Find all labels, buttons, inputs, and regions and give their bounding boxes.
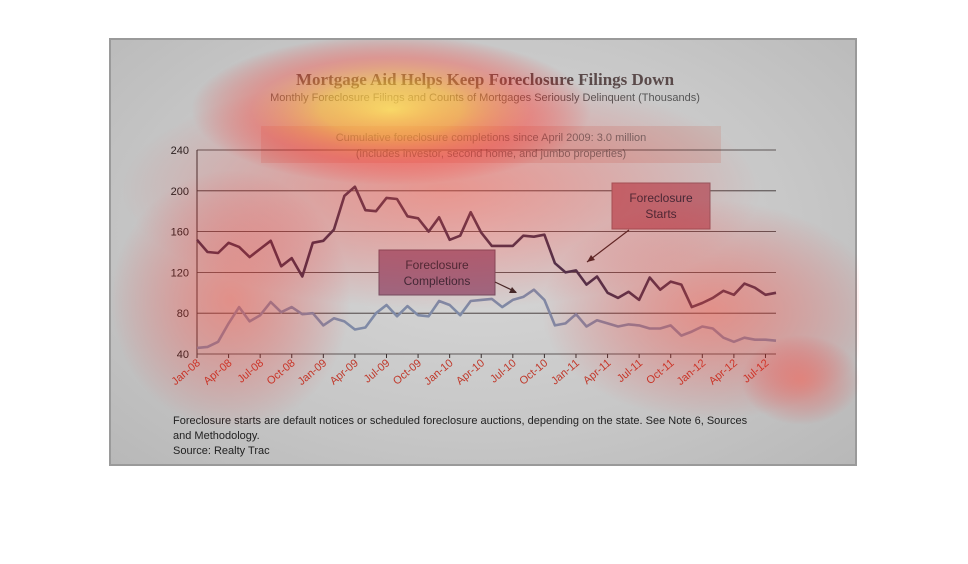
y-tick-label: 240 — [171, 145, 189, 157]
completions-label-line-1: Foreclosure — [405, 258, 469, 272]
completions-arrowhead — [509, 287, 517, 293]
footnote-line-2: and Methodology. — [173, 430, 260, 442]
y-tick-label: 40 — [177, 349, 189, 361]
x-tick-label: Jul-10 — [488, 357, 519, 385]
x-tick-label: Apr-11 — [581, 357, 613, 387]
x-tick-label: Apr-08 — [201, 357, 234, 387]
y-tick-label: 200 — [171, 186, 189, 198]
x-tick-label: Jul-11 — [615, 357, 645, 385]
x-tick-label: Oct-11 — [644, 357, 676, 387]
x-tick-label: Jul-09 — [362, 357, 393, 385]
x-tick-label: Oct-08 — [265, 357, 298, 387]
starts-label-line-2: Starts — [645, 207, 676, 221]
completions-label-line-2: Completions — [404, 274, 471, 288]
x-tick-label: Jul-12 — [741, 357, 772, 385]
x-tick-label: Jan-12 — [675, 357, 708, 388]
x-tick-label: Jan-09 — [296, 357, 329, 388]
starts-label-line-1: Foreclosure — [629, 191, 693, 205]
x-tick-label: Apr-09 — [328, 357, 361, 387]
footnote-source: Source: Realty Trac — [173, 445, 270, 457]
x-tick-label: Jul-08 — [235, 357, 266, 385]
x-tick-label: Jan-08 — [169, 357, 202, 388]
x-tick-label: Jan-10 — [422, 357, 455, 388]
x-tick-label: Oct-10 — [517, 357, 550, 387]
chart-title: Mortgage Aid Helps Keep Foreclosure Fili… — [296, 70, 675, 89]
y-tick-label: 120 — [171, 267, 189, 279]
y-tick-label: 80 — [177, 308, 189, 320]
y-tick-label: 160 — [171, 227, 189, 239]
y-axis: 240 200 160 120 80 40 — [171, 145, 189, 361]
starts-arrow — [586, 229, 630, 263]
chart-svg: Mortgage Aid Helps Keep Foreclosure Fili… — [169, 70, 777, 457]
chart-subtitle: Monthly Foreclosure Filings and Counts o… — [270, 92, 700, 104]
x-tick-label: Jan-11 — [549, 357, 582, 387]
x-tick-label: Oct-09 — [391, 357, 424, 387]
starts-arrowhead — [587, 255, 595, 262]
completions-label-box — [378, 249, 496, 296]
chart-frame: Mortgage Aid Helps Keep Foreclosure Fili… — [109, 38, 859, 466]
x-tick-label: Apr-12 — [707, 357, 740, 387]
starts-label-box — [611, 182, 711, 230]
footnote-line-1: Foreclosure starts are default notices o… — [173, 415, 748, 427]
callout-line-1: Cumulative foreclosure completions since… — [336, 132, 647, 144]
x-tick-label: Apr-10 — [454, 357, 487, 387]
